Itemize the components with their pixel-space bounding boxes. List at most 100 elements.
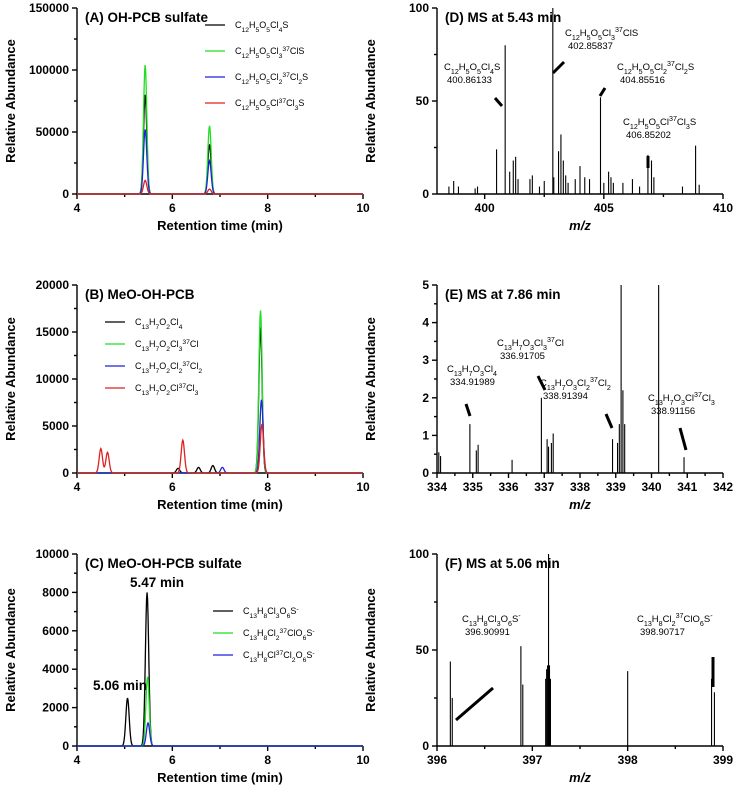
legend-entry: C13H7O2Cl37Cl3 [135, 383, 199, 397]
formula-part: - [710, 612, 713, 620]
formula-part: 5 [256, 53, 260, 60]
formula-part: H [149, 339, 156, 349]
x-tick-label: 341 [677, 480, 697, 494]
formula-part: 3 [573, 384, 577, 392]
formula-part: 4 [279, 27, 283, 34]
formula-part: H [555, 378, 562, 389]
formula-part: 3 [543, 344, 547, 352]
peak-mz: 338.91156 [651, 406, 695, 417]
formula-part: 4 [490, 68, 494, 76]
x-tick-label: 397 [522, 753, 542, 767]
y-tick-label: 50 [416, 643, 430, 657]
formula-part: 12 [242, 27, 250, 34]
formula-part: 7 [156, 368, 160, 375]
annotation-pointer [455, 686, 494, 722]
x-axis-label: m/z [569, 770, 591, 785]
x-tick-label: 334 [427, 480, 447, 494]
y-tick-label: 3 [422, 353, 429, 367]
formula-part: 13 [250, 635, 258, 642]
x-tick-label: 8 [264, 480, 271, 494]
formula-part: 5 [266, 79, 270, 86]
y-axis-label: Relative Abundance [363, 317, 378, 441]
formula-part: Cl [186, 383, 195, 393]
formula-part: Cl [577, 378, 586, 389]
legend-entry: C13H7O2Cl237Cl2 [135, 361, 202, 375]
formula-part: Cl [663, 614, 672, 625]
formula-part: 5 [266, 27, 270, 34]
formula-part: O [643, 62, 650, 73]
formula-part: C [235, 20, 242, 30]
y-tick-label: 2000 [42, 701, 69, 715]
formula-part: 37 [282, 72, 290, 79]
formula-part: Cl [286, 98, 295, 108]
formula-part: 2 [298, 79, 302, 86]
x-tick-label: 398 [618, 753, 638, 767]
formula-part: Cl [270, 46, 279, 56]
x-tick-label: 10 [356, 480, 370, 494]
formula-part: 2 [179, 368, 183, 375]
formula-part: 7 [156, 346, 160, 353]
y-tick-label: 15000 [36, 325, 70, 339]
y-axis-label: Relative Abundance [3, 39, 18, 163]
series-line [77, 592, 363, 747]
formula-part: 5 [645, 123, 649, 131]
formula-part: ClS [290, 46, 305, 56]
formula-part: 5 [598, 34, 602, 42]
formula-part: 3 [681, 399, 685, 407]
y-tick-label: 20000 [36, 278, 70, 292]
formula-part: 5 [256, 27, 260, 34]
y-tick-label: 2 [422, 391, 429, 405]
formula-part: Cl [170, 339, 179, 349]
formula-part: S [688, 62, 694, 73]
y-axis-label: Relative Abundance [3, 317, 18, 441]
formula-part: Cl [270, 72, 279, 82]
formula-part: O [674, 393, 681, 404]
formula-part: O [159, 339, 166, 349]
formula-part: 8 [264, 613, 268, 620]
formula-part: 2 [198, 368, 202, 375]
formula-part: 37 [547, 336, 555, 344]
series-line [77, 327, 363, 474]
formula-part: ClO [287, 628, 303, 638]
formula-part: 37 [669, 115, 677, 123]
formula-part: C [462, 614, 469, 625]
formula-part: C [135, 339, 142, 349]
series-line [77, 94, 363, 195]
peak-label: 5.06 min [93, 678, 147, 693]
formula-part: 5 [650, 68, 654, 76]
formula-part: 13 [142, 390, 150, 397]
formula-part: Cl [598, 378, 607, 389]
x-tick-label: 4 [74, 480, 81, 494]
panel-title: (A) OH-PCB sulfate [85, 10, 208, 25]
formula-part: 13 [142, 368, 150, 375]
formula-part: 7 [519, 344, 523, 352]
formula-part: 13 [454, 370, 462, 378]
formula-part: C [444, 62, 451, 73]
peak-formula: C13H8Cl3O6S- [462, 612, 521, 628]
formula-part: O [296, 650, 303, 660]
x-tick-label: 6 [169, 480, 176, 494]
x-tick-label: 6 [169, 753, 176, 767]
formula-part: 3 [497, 620, 501, 628]
peak-mz: 336.91705 [500, 351, 545, 362]
formula-part: 13 [142, 346, 150, 353]
formula-part: Cl [488, 614, 497, 625]
formula-part: 8 [264, 635, 268, 642]
x-tick-label: 410 [713, 201, 733, 215]
formula-part: H [652, 614, 659, 625]
formula-part: H [580, 28, 587, 39]
formula-part: 37 [279, 98, 287, 105]
peak-formula: C13H8Cl237ClO6S- [637, 612, 713, 628]
y-tick-label: 5 [422, 278, 429, 292]
formula-part: 2 [672, 620, 676, 628]
formula-part: 2 [166, 368, 170, 375]
formula-part: Cl [267, 628, 276, 638]
series-line [77, 423, 363, 474]
x-tick-label: 10 [356, 201, 370, 215]
formula-part: S [512, 614, 518, 625]
y-tick-label: 100 [409, 547, 429, 561]
formula-part: S [306, 628, 312, 638]
y-tick-label: 100 [409, 1, 429, 15]
formula-part: - [312, 650, 314, 657]
